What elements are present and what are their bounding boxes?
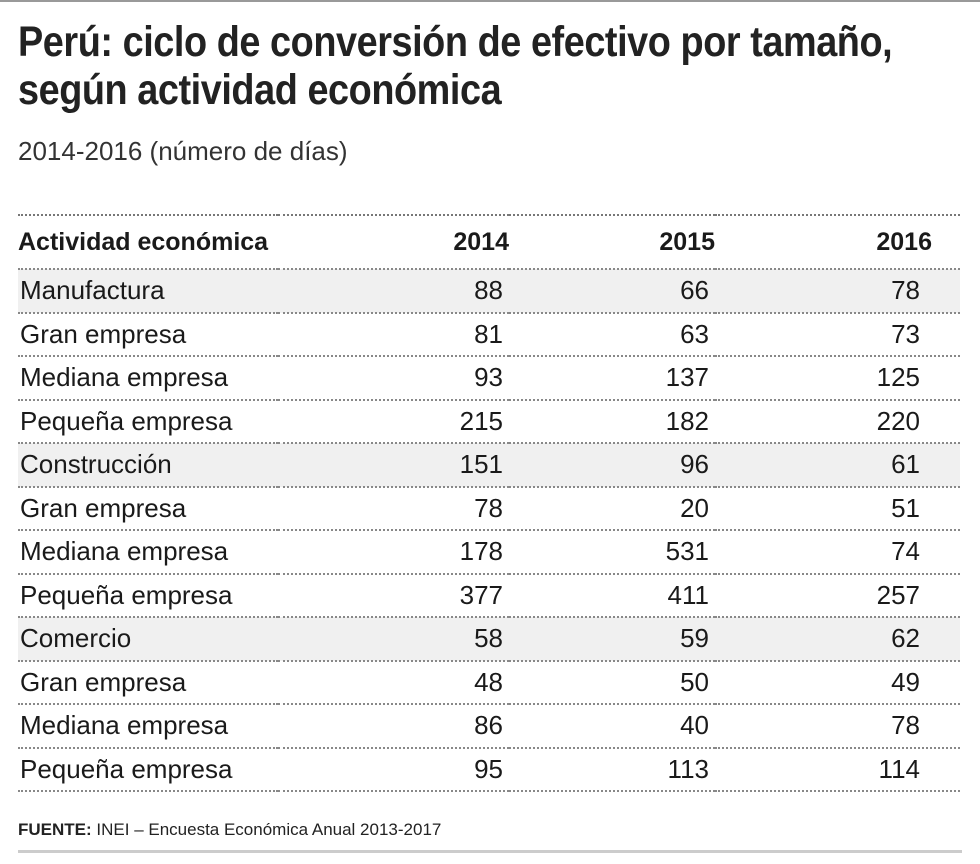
cell-2015: 113 [667,753,709,784]
cell-2014: 178 [459,536,503,567]
cell-2015: 96 [680,449,709,480]
cell-2014: 48 [474,666,503,697]
cell-2015: 411 [667,579,709,610]
source-label: FUENTE: [18,820,92,839]
table-row: Manufactura 88 66 78 [18,269,960,313]
table-row: Mediana empresa 93 137 125 [18,356,960,400]
cell-2015: 20 [680,492,709,523]
data-table: Actividad económica 2014 2015 2016 Manuf… [18,214,960,792]
cell-2014: 58 [474,623,503,654]
cell-2016: 74 [891,536,920,567]
column-header: 2014 [453,227,509,256]
cell-2014: 95 [474,753,503,784]
cell-2016: 73 [891,318,920,349]
cell-2014: 93 [474,362,503,393]
cell-2015: 50 [680,666,709,697]
chart-title: Perú: ciclo de conversión de efectivo po… [18,18,893,114]
row-label: Construcción [20,449,172,480]
row-label: Pequeña empresa [20,753,233,784]
table-row: Pequeña empresa 95 113 114 [18,748,960,791]
cell-2014: 151 [459,449,503,480]
cell-2016: 78 [891,275,920,306]
table-row: Gran empresa 78 20 51 [18,487,960,530]
cell-2014: 86 [474,710,503,741]
table-row: Gran empresa 81 63 73 [18,313,960,356]
cell-2014: 78 [474,492,503,523]
row-label: Comercio [20,623,132,654]
cell-2015: 66 [680,275,709,306]
row-label: Pequeña empresa [20,579,233,610]
row-label: Mediana empresa [20,362,229,393]
column-header: 2016 [876,227,932,256]
table-row: Pequeña empresa 215 182 220 [18,400,960,443]
cell-2015: 59 [680,623,709,654]
cell-2015: 531 [665,536,709,567]
cell-2016: 62 [891,623,920,654]
bottom-rule [18,850,962,853]
table-row: Mediana empresa 178 531 74 [18,530,960,574]
row-label: Mediana empresa [20,536,229,567]
cell-2014: 377 [459,579,503,610]
cell-2015: 182 [665,405,709,436]
row-label: Manufactura [20,275,165,306]
cell-2016: 125 [876,362,920,393]
row-label: Gran empresa [20,492,187,523]
cell-2015: 63 [680,318,709,349]
cell-2016: 61 [891,449,920,480]
row-label: Mediana empresa [20,710,229,741]
cell-2016: 114 [878,753,920,784]
column-header: 2015 [659,227,715,256]
row-label: Gran empresa [20,666,187,697]
cell-2015: 137 [665,362,709,393]
row-label: Gran empresa [20,318,187,349]
table-row: Construcción 151 96 61 [18,443,960,487]
source-note: FUENTE: INEI – Encuesta Económica Anual … [18,820,441,840]
cell-2016: 220 [876,405,920,436]
chart-subtitle: 2014-2016 (número de días) [18,136,348,166]
top-rule [0,0,980,2]
cell-2016: 49 [891,666,920,697]
table-row: Gran empresa 48 50 49 [18,661,960,704]
cell-2016: 51 [891,492,920,523]
table-row: Mediana empresa 86 40 78 [18,704,960,748]
table-header-row: Actividad económica 2014 2015 2016 [18,215,960,269]
source-text: INEI – Encuesta Económica Anual 2013-201… [96,820,442,839]
row-label: Pequeña empresa [20,405,233,436]
table-row: Pequeña empresa 377 411 257 [18,574,960,617]
cell-2014: 215 [459,405,503,436]
table-row: Comercio 58 59 62 [18,617,960,661]
cell-2016: 257 [876,579,920,610]
cell-2016: 78 [891,710,920,741]
column-header: Actividad económica [18,227,269,256]
cell-2014: 81 [474,318,503,349]
cell-2014: 88 [474,275,503,306]
cell-2015: 40 [680,710,709,741]
